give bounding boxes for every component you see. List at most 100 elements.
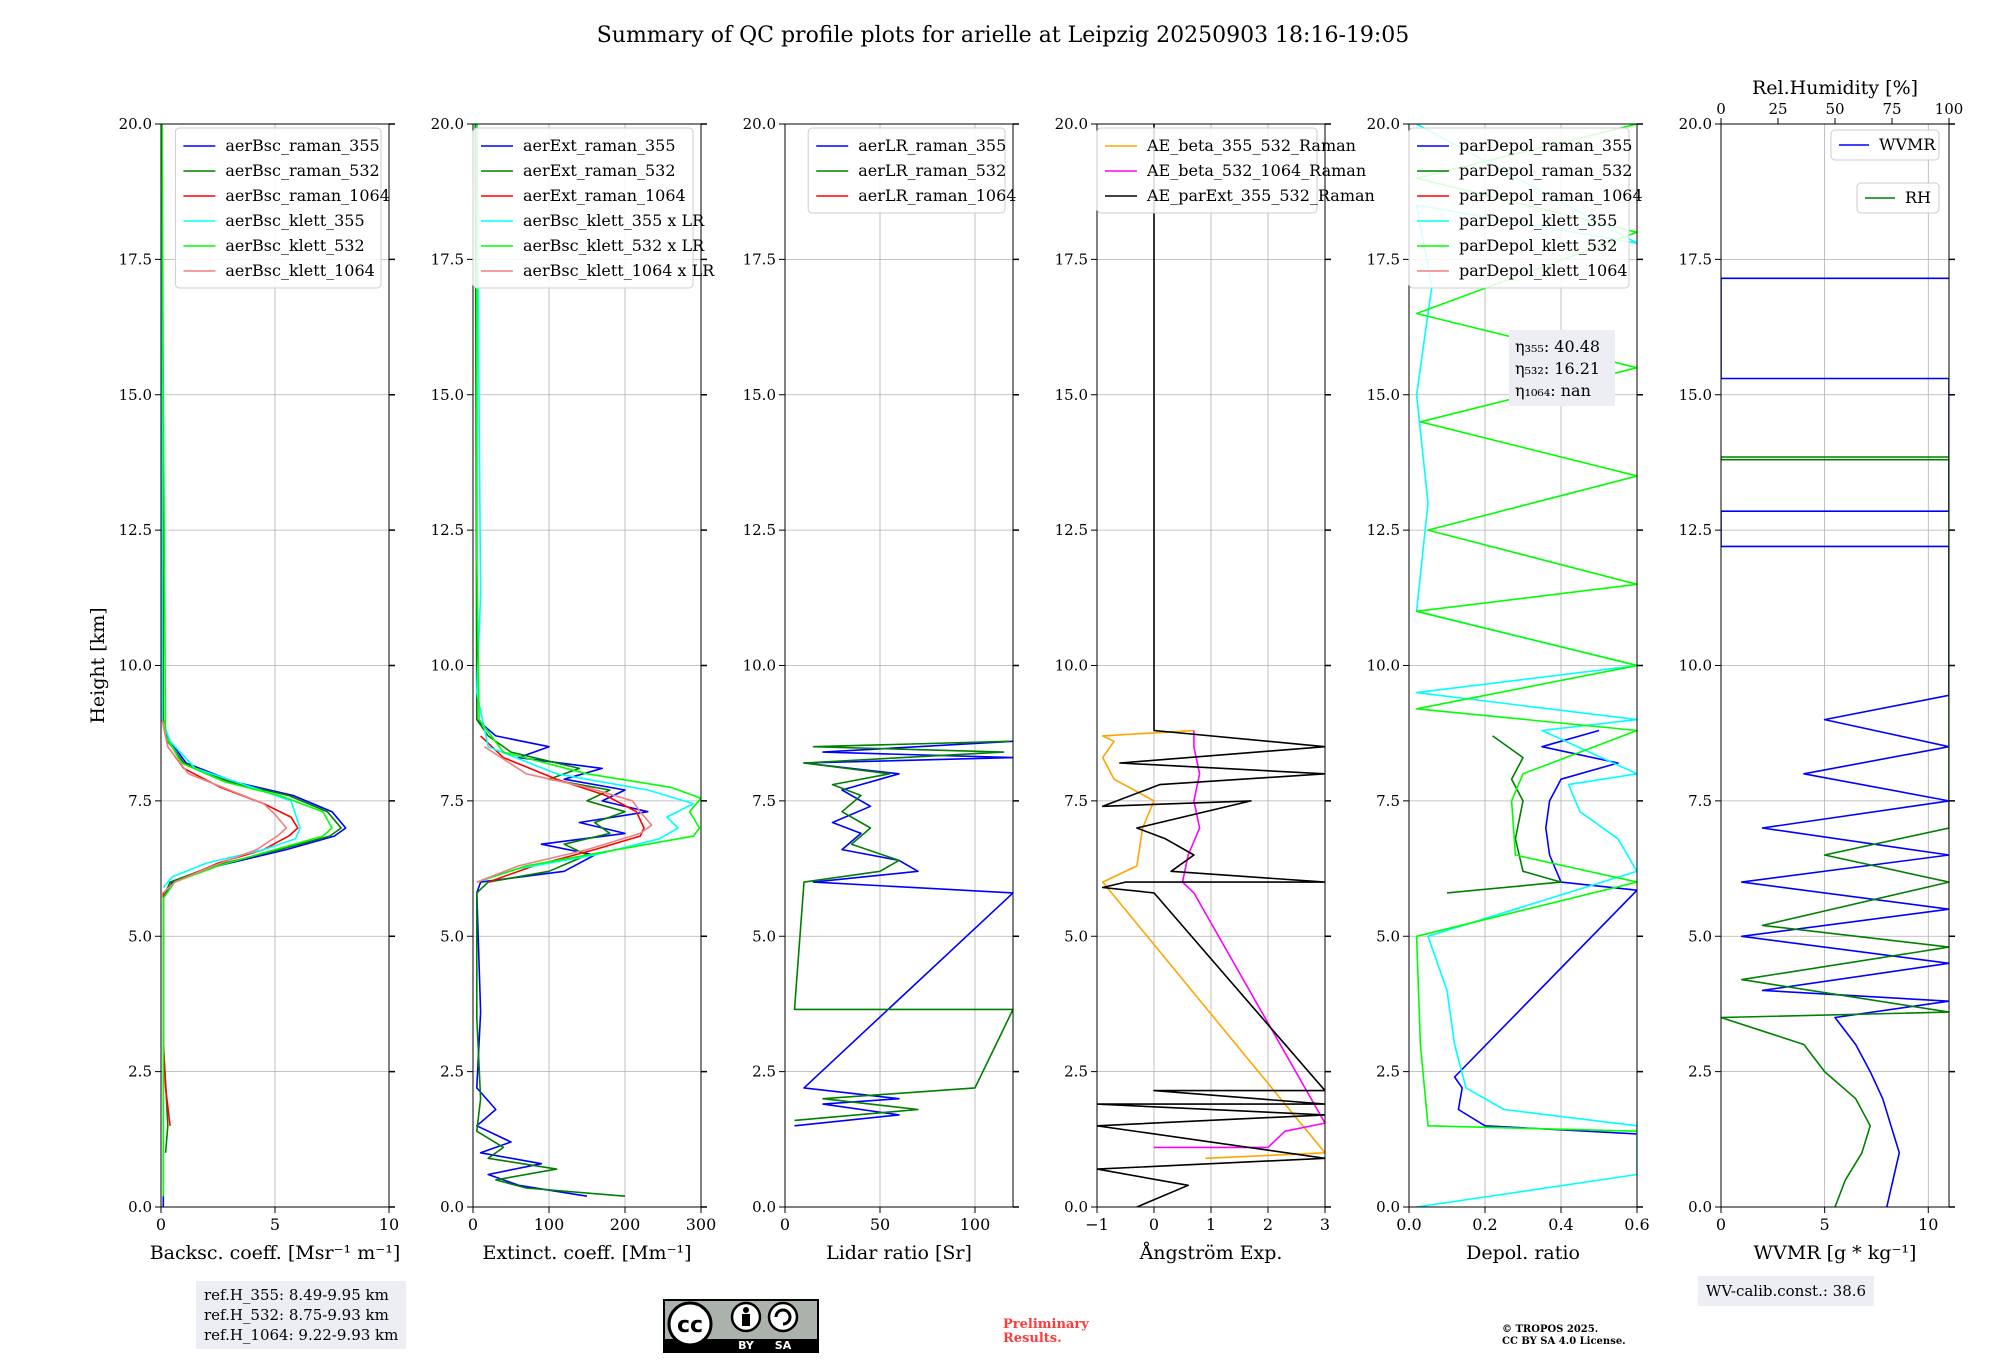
ylabel-bsc: Height [km] [87,607,109,723]
xtick-label-wv-1: 5 [1820,1215,1830,1234]
legend-label-lr-2: aerLR_raman_1064 [858,186,1016,205]
ytick-label-bsc-4: 10.0 [119,657,152,675]
legend-box-dep [1408,127,1630,289]
legend-label-ext-3: aerBsc_klett_355 x LR [523,211,705,230]
eta-annotation-line-0: η₃₅₅: 40.48 [1515,337,1600,356]
ytick-label-ext-8: 20.0 [431,115,464,133]
xtick-label-ext-2: 200 [610,1215,641,1234]
xtick-label-ext-3: 300 [686,1215,717,1234]
series-line-ae-2 [1097,124,1325,1207]
xtick-label-ae-4: 3 [1320,1215,1330,1234]
series-line-lr-1 [793,740,1013,1122]
legend-label-bsc-5: aerBsc_klett_1064 [225,261,374,280]
eta-annotation-line-1: η₅₃₂: 16.21 [1515,359,1600,378]
series-line-wv-1 [1721,456,1949,1207]
xlabel-ae: Ångström Exp. [1139,1242,1283,1264]
ytick-label-dep-5: 12.5 [1367,521,1400,539]
ytick-label-wv-4: 10.0 [1679,657,1712,675]
ytick-label-ae-2: 5.0 [1064,927,1088,945]
xlabel-ext: Extinct. coeff. [Mm⁻¹] [482,1242,691,1264]
legend-label-dep-2: parDepol_raman_1064 [1459,186,1643,205]
legend-label-dep-3: parDepol_klett_355 [1459,211,1617,230]
xtick-label-dep-0: 0.0 [1396,1215,1421,1234]
xtick-label-ae-2: 1 [1206,1215,1216,1234]
x2tick-label-wv-4: 100 [1935,100,1964,118]
ytick-label-wv-2: 5.0 [1688,927,1712,945]
series-line-ext-4 [476,124,701,883]
ytick-label-lr-8: 20.0 [743,115,776,133]
ytick-label-ext-1: 2.5 [440,1063,464,1081]
legend-label-wv-1: RH [1905,188,1931,207]
xtick-label-ext-1: 100 [534,1215,565,1234]
ytick-label-ext-2: 5.0 [440,927,464,945]
ytick-label-bsc-8: 20.0 [119,115,152,133]
xtick-label-dep-2: 0.4 [1548,1215,1573,1234]
ytick-label-wv-0: 0.0 [1688,1198,1712,1216]
series-line-dep-3 [1415,124,1637,1207]
eta-annotation-box [1509,330,1615,406]
x2tick-label-wv-0: 0 [1716,100,1726,118]
series-line-ae-1 [1154,730,1325,1149]
x2label-wv: Rel.Humidity [%] [1752,77,1918,99]
legend-box-lr [807,127,1006,214]
series-line-lr-0 [794,740,1013,1127]
ytick-label-ae-4: 10.0 [1055,657,1088,675]
series-line-dep-1 [1446,735,1562,894]
xtick-label-ae-3: 2 [1263,1215,1273,1234]
xtick-label-lr-1: 50 [870,1215,890,1234]
eta-annotation-line-2: η₁₀₆₄: nan [1515,381,1591,400]
cc-sa-label: SA [775,1339,792,1352]
reference-height-box: ref.H_355: 8.49-9.95 km ref.H_532: 8.75-… [196,1281,407,1349]
xtick-label-wv-0: 0 [1716,1215,1726,1234]
legend-label-ae-1: AE_beta_532_1064_Raman [1146,161,1366,180]
wv-calibration-box: WV-calib.const.: 38.6 [1698,1276,1875,1306]
legend-label-dep-4: parDepol_klett_532 [1459,236,1617,255]
legend-label-ae-2: AE_parExt_355_532_Raman [1146,186,1375,205]
copyright-note: © TROPOS 2025. CC BY SA 4.0 License. [1502,1324,1626,1347]
xtick-label-dep-1: 0.2 [1472,1215,1497,1234]
legend-box-wv-0 [1830,129,1940,161]
ytick-label-wv-8: 20.0 [1679,115,1712,133]
ytick-label-ae-1: 2.5 [1064,1063,1088,1081]
series-line-bsc-5 [161,719,288,894]
ytick-label-dep-8: 20.0 [1367,115,1400,133]
ytick-label-ae-3: 7.5 [1064,792,1088,810]
figure-title: Summary of QC profile plots for arielle … [597,23,1410,48]
legend-label-ext-0: aerExt_raman_355 [523,136,676,155]
series-line-ae-0 [1101,729,1325,1160]
series-group-dep [1415,124,1637,1207]
series-line-ext-5 [476,746,653,883]
ytick-label-dep-2: 5.0 [1376,927,1400,945]
xtick-label-ae-1: 0 [1149,1215,1159,1234]
panel-bsc: 0.0 2.5 5.0 7.5 10.0 12.5 15.0 17.5 20.0 0 5 10 Back… [87,115,400,1264]
ytick-label-lr-7: 17.5 [743,250,776,268]
series-group-ae [1097,124,1325,1207]
x2tick-label-wv-2: 50 [1825,100,1844,118]
ytick-label-lr-4: 10.0 [743,657,776,675]
panel-wv: 0.02.55.07.510.012.515.017.520.00 5 10WVMR… [1679,77,1964,1264]
ytick-label-dep-3: 7.5 [1376,792,1400,810]
series-group-lr [793,740,1013,1127]
ytick-label-ae-7: 17.5 [1055,250,1088,268]
ytick-label-wv-6: 15.0 [1679,386,1712,404]
ytick-label-ae-6: 15.0 [1055,386,1088,404]
ytick-label-bsc-0: 0.0 [128,1198,152,1216]
panel-dep: 0.0 2.5 5.0 7.5 10.0 12.5 15.0 17.5 20.0 0.0 0.2 0.… [1367,115,1650,1264]
ytick-label-wv-3: 7.5 [1688,792,1712,810]
ytick-label-dep-6: 15.0 [1367,386,1400,404]
ytick-label-lr-0: 0.0 [752,1198,776,1216]
ytick-label-lr-3: 7.5 [752,792,776,810]
ytick-label-wv-7: 17.5 [1679,250,1712,268]
ytick-label-bsc-6: 15.0 [119,386,152,404]
ytick-label-dep-7: 17.5 [1367,250,1400,268]
ytick-label-lr-5: 12.5 [743,521,776,539]
legend-box-ext [472,127,694,289]
xtick-label-bsc-1: 5 [270,1215,280,1234]
ytick-label-ext-6: 15.0 [431,386,464,404]
legend-box-wv-1 [1856,182,1940,214]
legend-label-wv-0: WVMR [1879,135,1936,154]
xlabel-lr: Lidar ratio [Sr] [826,1242,972,1264]
legend-label-bsc-0: aerBsc_raman_355 [225,136,379,155]
series-line-ext-2 [480,735,645,883]
